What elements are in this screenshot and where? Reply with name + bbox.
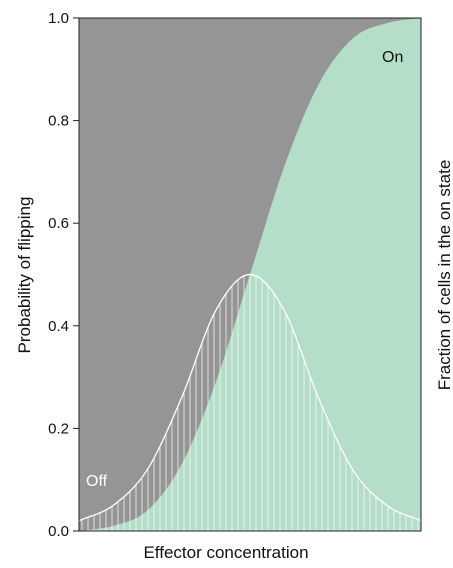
y-axis-title: Probability of flipping: [15, 197, 34, 354]
right-axis-title: Fraction of cells in the on state: [435, 160, 453, 391]
off-region-label: Off: [86, 473, 108, 490]
plot-frame: [78, 17, 422, 532]
flipping-hatch: [81, 274, 419, 531]
y-tick-label: 0.0: [48, 523, 69, 540]
y-tick-label: 0.4: [48, 318, 69, 335]
plot-area: [79, 18, 421, 531]
x-axis-title: Effector concentration: [143, 543, 308, 562]
flipping-curve: [79, 273, 421, 522]
y-tick-label: 0.8: [48, 113, 69, 130]
y-axis: 0.0 0.2 0.4 0.6 0.8 1.0: [48, 10, 79, 540]
y-tick-label: 1.0: [48, 10, 69, 27]
on-region-label: On: [382, 49, 403, 66]
y-tick-label: 0.6: [48, 215, 69, 232]
y-tick-label: 0.2: [48, 420, 69, 437]
